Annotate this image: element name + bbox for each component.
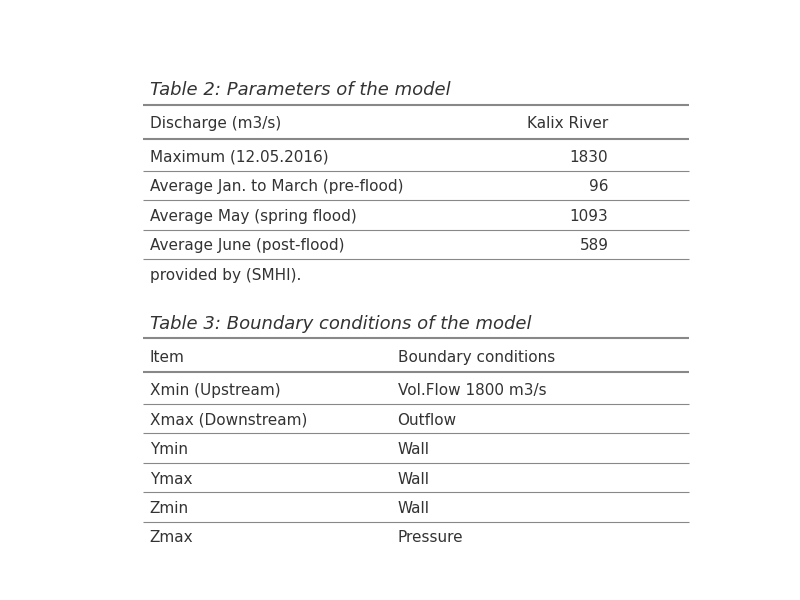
Text: Wall: Wall xyxy=(398,472,430,487)
Text: Boundary conditions: Boundary conditions xyxy=(398,350,555,365)
Text: Item: Item xyxy=(150,350,185,365)
Text: Maximum (12.05.2016): Maximum (12.05.2016) xyxy=(150,150,328,165)
Text: 1830: 1830 xyxy=(570,150,608,165)
Text: 96: 96 xyxy=(589,179,608,194)
Text: Pressure: Pressure xyxy=(398,530,463,545)
Text: provided by (SMHI).: provided by (SMHI). xyxy=(150,268,301,283)
Text: Kalix River: Kalix River xyxy=(527,116,608,131)
Text: Average May (spring flood): Average May (spring flood) xyxy=(150,209,356,224)
Text: Average June (post-flood): Average June (post-flood) xyxy=(150,238,344,253)
Text: Table 2: Parameters of the model: Table 2: Parameters of the model xyxy=(150,82,450,100)
Text: Vol.Flow 1800 m3/s: Vol.Flow 1800 m3/s xyxy=(398,383,546,398)
Text: 589: 589 xyxy=(579,238,608,253)
Text: Xmax (Downstream): Xmax (Downstream) xyxy=(150,413,307,428)
Text: 1093: 1093 xyxy=(570,209,608,224)
Text: Average Jan. to March (pre-flood): Average Jan. to March (pre-flood) xyxy=(150,179,403,194)
Text: Zmax: Zmax xyxy=(150,530,194,545)
Text: Ymin: Ymin xyxy=(150,442,187,457)
Text: Wall: Wall xyxy=(398,442,430,457)
Text: Discharge (m3/s): Discharge (m3/s) xyxy=(150,116,281,131)
Text: Outflow: Outflow xyxy=(398,413,457,428)
Text: Table 3: Boundary conditions of the model: Table 3: Boundary conditions of the mode… xyxy=(150,314,531,332)
Text: Ymax: Ymax xyxy=(150,472,192,487)
Text: Wall: Wall xyxy=(398,501,430,516)
Text: Xmin (Upstream): Xmin (Upstream) xyxy=(150,383,280,398)
Text: Zmin: Zmin xyxy=(150,501,189,516)
